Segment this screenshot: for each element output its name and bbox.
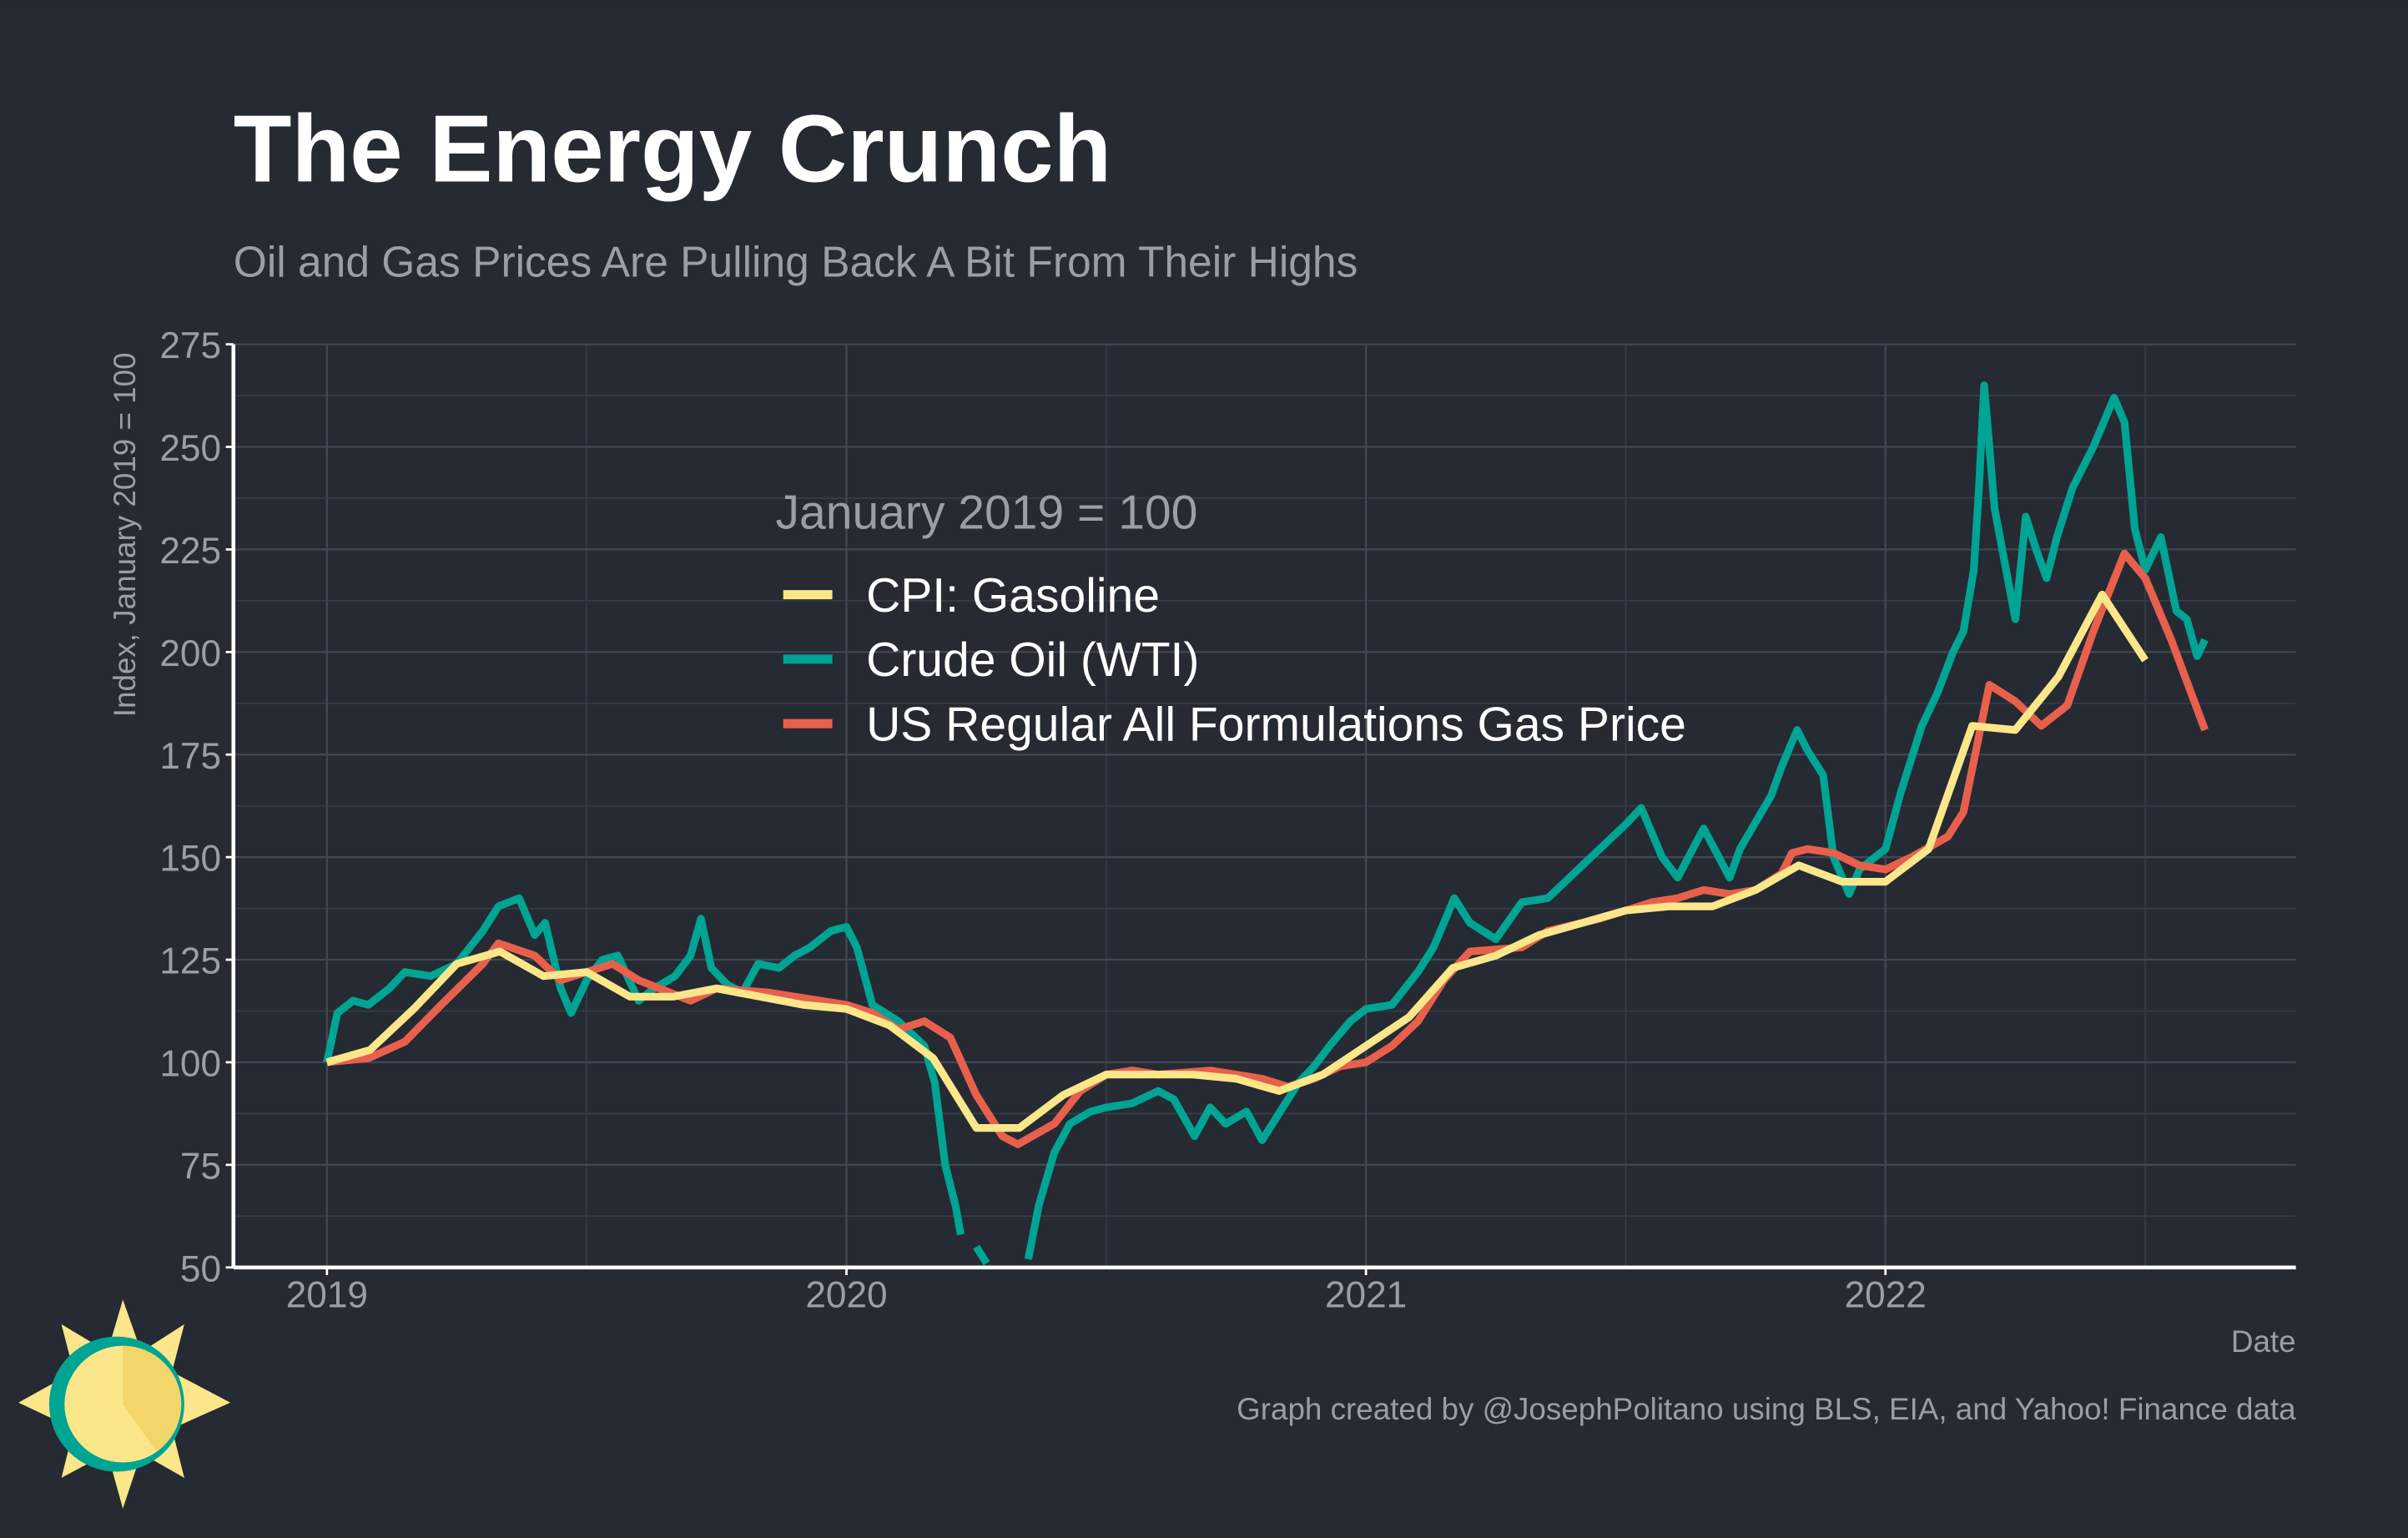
y-tick-label: 250 [159,428,221,469]
x-tick-label: 2020 [805,1275,887,1316]
legend: CPI: Gasoline Crude Oil (WTI) US Regular A… [783,569,1686,751]
logo [18,1299,231,1509]
y-tick-label: 175 [159,736,221,777]
caption: Graph created by @JosephPolitano using B… [1237,1392,2296,1426]
y-tick-label: 100 [159,1044,221,1085]
y-tick-label: 200 [159,633,221,674]
legend-label: US Regular All Formulations Gas Price [866,698,1686,751]
x-tick-label: 2019 [286,1275,368,1316]
x-axis-label: Date [2231,1324,2296,1359]
chart-title: The Energy Crunch [234,96,1112,202]
series-line [325,590,2149,1132]
y-tick-label: 75 [180,1146,221,1187]
legend-title: January 2019 = 100 [775,486,1197,539]
y-axis-label: Index, January 2019 = 100 [108,352,142,717]
series-line [323,381,2209,1266]
y-tick-label: 225 [159,531,221,572]
x-tick-label: 2021 [1325,1275,1407,1316]
y-tick-label: 275 [159,325,221,366]
x-tick-label: 2022 [1845,1275,1927,1316]
y-tick-label: 125 [159,941,221,982]
logo-shade [123,1345,182,1452]
y-tick-label: 150 [159,839,221,880]
axes: 50 75 100 125 150 175 200 225 250 275 2019 2020 2021… [159,325,2296,1316]
plot-lines [323,381,2209,1266]
chart-subtitle: Oil and Gas Prices Are Pulling Back A Bi… [234,238,1358,286]
y-tick-label: 50 [180,1248,221,1289]
legend-label: CPI: Gasoline [866,569,1160,623]
legend-label: Crude Oil (WTI) [866,633,1199,687]
